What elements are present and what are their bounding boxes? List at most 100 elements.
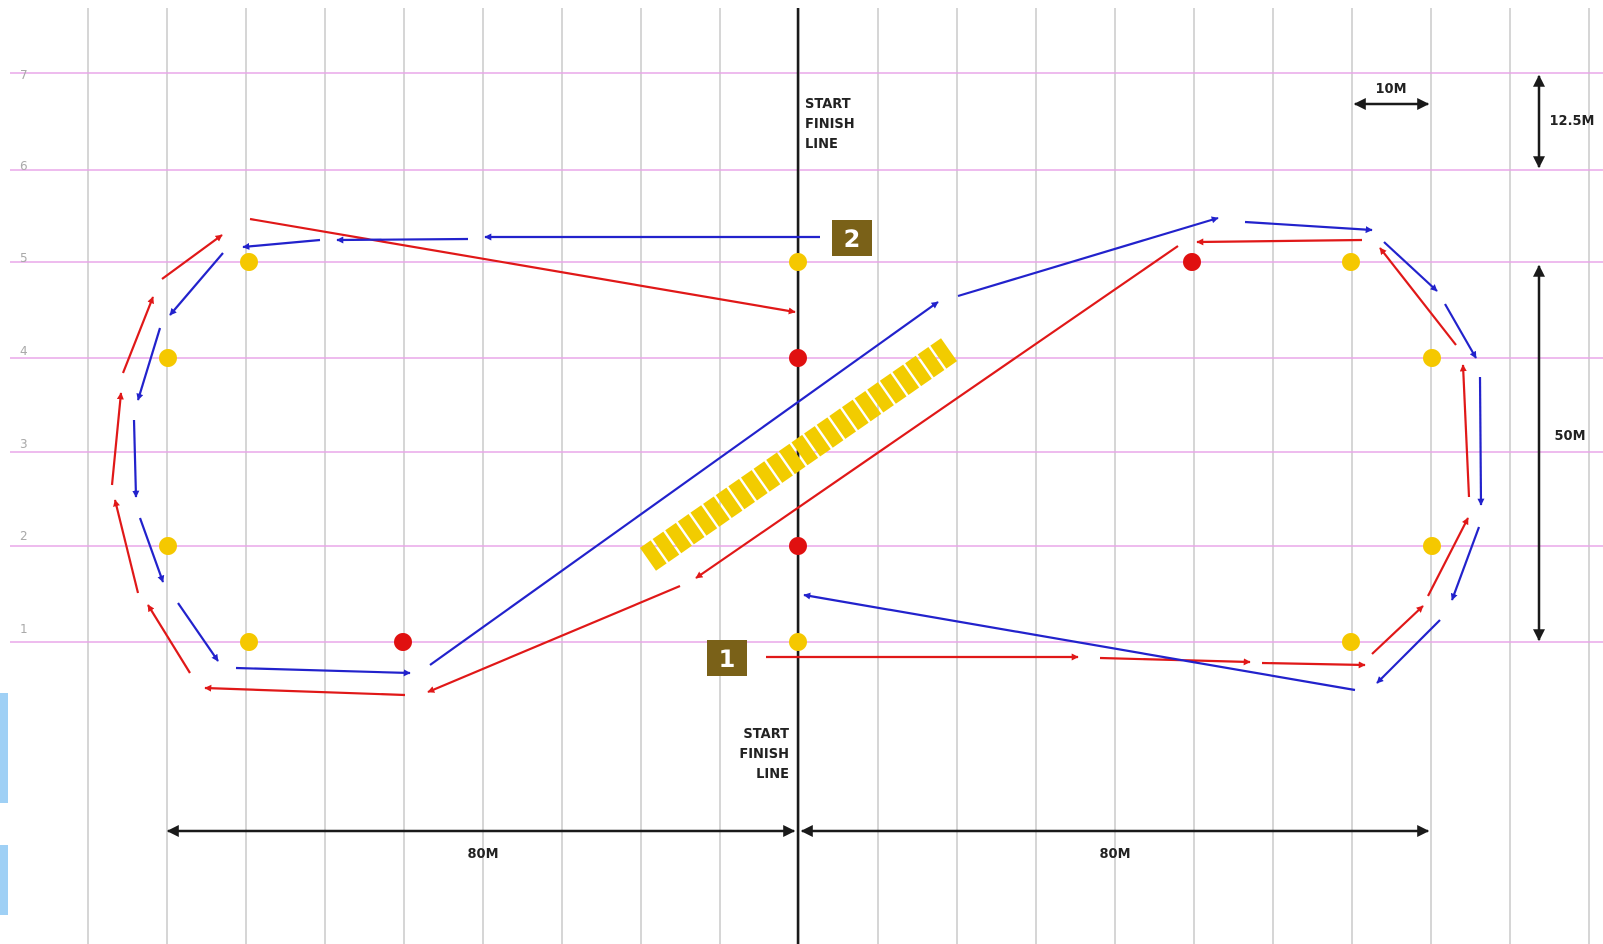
yellow-cone	[1342, 253, 1360, 271]
yellow-cone	[240, 633, 258, 651]
blue-arrow	[1450, 526, 1481, 601]
yellow-cone	[1342, 633, 1360, 651]
red-arrow	[1371, 605, 1424, 655]
blue-arrow	[132, 419, 140, 498]
row-labels: 1 2 3 4 5 6 7	[20, 68, 28, 636]
blue-arrow	[1477, 376, 1485, 506]
red-cone	[789, 349, 807, 367]
yellow-cone	[240, 253, 258, 271]
row-label-5: 5	[20, 251, 28, 265]
badge-1-number: 1	[719, 645, 736, 673]
ladder-rung	[829, 408, 857, 439]
row-label-6: 6	[20, 159, 28, 173]
ladder-rung	[905, 355, 932, 387]
vertical-grid-lines	[87, 8, 1590, 944]
dimension-10m: 10M	[1353, 82, 1430, 110]
red-arrow	[113, 499, 140, 594]
start-finish-bottom-line3: LINE	[756, 767, 789, 782]
dimension-80m-right: 80M	[800, 825, 1430, 862]
row-label-1: 1	[20, 622, 28, 636]
red-arrow	[1196, 238, 1363, 246]
dimension-12-5m: 12.5M	[1533, 74, 1595, 169]
start-finish-top-line2: FINISH	[805, 117, 855, 132]
blue-arrow	[235, 666, 411, 677]
start-badge-2: 2	[832, 220, 872, 256]
blue-arrow	[136, 327, 162, 401]
ladder-rung	[804, 426, 831, 457]
red-cone	[394, 633, 412, 651]
cones	[159, 253, 1441, 651]
blue-arrow	[177, 602, 219, 662]
red-cone	[1183, 253, 1201, 271]
start-finish-label-bottom: START FINISH LINE	[739, 727, 789, 782]
red-arrow	[1261, 661, 1366, 669]
row-label-7: 7	[20, 68, 28, 82]
red-arrow	[249, 217, 796, 315]
ladder-rung	[791, 434, 819, 466]
ladder-rung	[665, 522, 692, 554]
ladder-rung	[690, 505, 718, 536]
red-arrow	[161, 234, 223, 280]
blue-arrow	[1376, 619, 1441, 684]
ladder-rung	[879, 373, 907, 404]
yellow-cone	[1423, 537, 1441, 555]
red-arrow	[147, 604, 191, 674]
start-finish-bottom-line1: START	[743, 727, 789, 742]
red-arrow	[204, 684, 406, 697]
yellow-cone	[159, 537, 177, 555]
row-label-2: 2	[20, 529, 28, 543]
red-cone	[789, 537, 807, 555]
dimension-50m-label: 50M	[1554, 429, 1585, 444]
yellow-cone	[789, 253, 807, 271]
blue-arrow	[1383, 241, 1438, 292]
agility-ladder	[639, 338, 958, 571]
dimension-12-5m-label: 12.5M	[1549, 114, 1594, 129]
start-finish-top-line3: LINE	[805, 137, 838, 152]
start-finish-bottom-line2: FINISH	[739, 747, 789, 762]
red-arrow	[1427, 517, 1469, 597]
ladder-rung	[728, 478, 756, 510]
ladder-rung	[854, 390, 882, 422]
ladder-rung	[892, 364, 920, 395]
blue-arrow	[803, 592, 1356, 692]
red-arrow	[1459, 364, 1471, 498]
start-finish-label-top: START FINISH LINE	[805, 97, 855, 152]
yellow-cone	[1423, 349, 1441, 367]
start-finish-top-line1: START	[805, 97, 851, 112]
ladder-rung	[816, 417, 844, 448]
row-label-4: 4	[20, 344, 28, 358]
red-arrow	[110, 392, 124, 486]
yellow-cone	[789, 633, 807, 651]
ladder-rung	[715, 487, 743, 519]
ladder-rung	[639, 540, 667, 571]
blue-arrow	[429, 301, 939, 666]
badge-1-box	[707, 640, 747, 676]
dimension-10m-label: 10M	[1375, 82, 1406, 97]
ladder-rung	[841, 399, 869, 431]
start-badge-1: 1	[707, 640, 747, 676]
ladder-rung	[740, 470, 768, 501]
ladder-rung	[703, 496, 730, 527]
badge-2-number: 2	[844, 225, 861, 253]
ladder-rung	[753, 461, 781, 492]
blue-arrow	[1444, 303, 1477, 359]
blue-arrow	[957, 216, 1219, 298]
badge-2-box	[832, 220, 872, 256]
ladder-rung	[677, 514, 705, 545]
blue-arrow	[336, 236, 469, 244]
dimension-50m: 50M	[1533, 264, 1586, 642]
yellow-cone	[159, 349, 177, 367]
blue-arrow	[242, 238, 321, 250]
ladder-rung	[652, 531, 680, 563]
blue-arrow	[169, 252, 224, 316]
edge-strip-1	[0, 693, 8, 803]
ladder-rung	[930, 338, 958, 369]
red-arrow	[695, 245, 1179, 579]
dimension-80m-left: 80M	[166, 825, 796, 862]
blue-arrow	[1244, 220, 1373, 234]
dimension-80m-right-label: 80M	[1099, 847, 1130, 862]
ladder-rung	[778, 443, 806, 475]
ladder-rung	[867, 382, 894, 413]
red-arrow	[121, 296, 155, 374]
